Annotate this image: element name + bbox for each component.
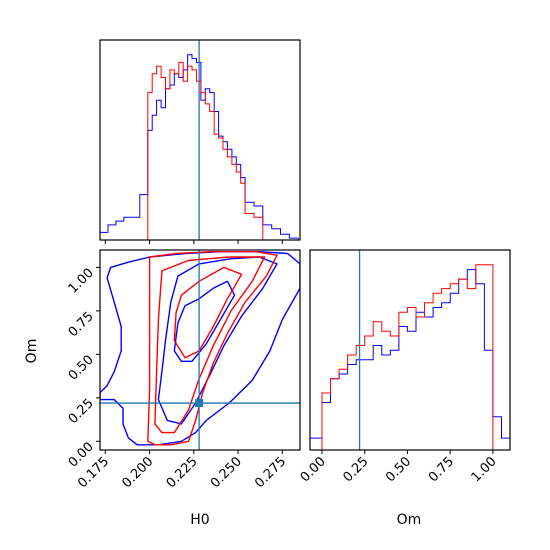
om-x-tick-label-5: 1.00 xyxy=(469,454,500,485)
h0-marginal-frame xyxy=(99,39,301,241)
contour-y-tick-label-2: 0.25 xyxy=(66,396,97,427)
contour-series-2-level-3 xyxy=(173,266,243,359)
om-x-tick-label-2: 0.25 xyxy=(340,454,371,485)
contour-series-2-level-2 xyxy=(154,256,266,434)
contour-x-tick-label-4: 0.250 xyxy=(208,454,245,491)
om-x-tick-label-3: 0.50 xyxy=(383,454,414,485)
contour-series-2-level-1 xyxy=(147,251,278,446)
y-axis-label-om: Om xyxy=(24,339,40,364)
h0-histogram-series-2 xyxy=(147,61,264,240)
contour-x-tick-label-2: 0.200 xyxy=(120,454,157,491)
om-x-tick-label-4: 0.75 xyxy=(426,454,457,485)
om-histogram-series-1 xyxy=(309,269,511,450)
contour-y-tick-label-3: 0.50 xyxy=(66,353,97,384)
om-marginal-frame xyxy=(309,249,511,451)
contour-series-1-level-2 xyxy=(157,256,278,425)
contour-x-tick-label-3: 0.225 xyxy=(164,454,201,491)
om-x-tick-label-1: 0.00 xyxy=(298,454,329,485)
x-axis-label-om: Om xyxy=(397,512,422,528)
panel-h0-om-contour: 0.175 0.200 0.225 0.250 0.2750.000.250.500.7… xyxy=(66,249,301,491)
om-histogram-series-2 xyxy=(321,264,494,450)
contour-truth-marker xyxy=(195,399,204,408)
x-axis-label-h0: H0 xyxy=(190,512,209,528)
contour-frame xyxy=(99,249,301,451)
contour-series-1-level-3 xyxy=(173,280,236,362)
contour-y-tick-label-5: 1.00 xyxy=(66,266,97,297)
contour-x-tick-label-5: 0.275 xyxy=(252,454,289,491)
contour-series-1-level-1 xyxy=(100,251,300,446)
panel-h0-marginal xyxy=(99,39,301,244)
contour-y-tick-label-4: 0.75 xyxy=(66,309,97,340)
panel-om-marginal: 0.00 0.25 0.50 0.75 1.00 xyxy=(298,249,511,485)
contour-lines xyxy=(100,250,300,450)
